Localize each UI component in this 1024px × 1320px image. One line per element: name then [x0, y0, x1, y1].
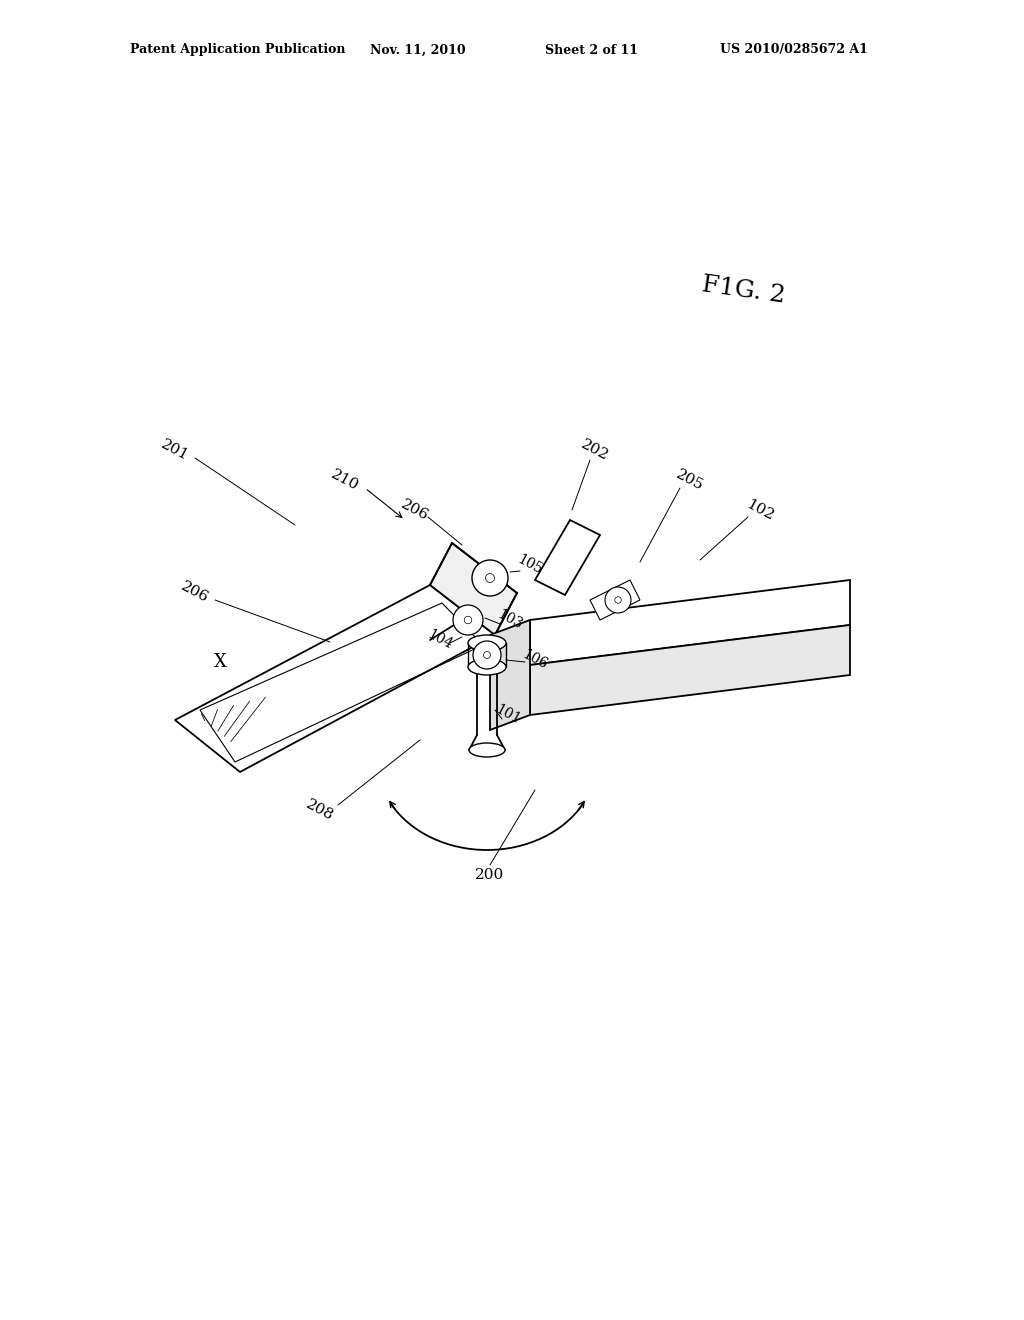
- Polygon shape: [490, 620, 530, 730]
- Ellipse shape: [468, 635, 506, 651]
- Text: 103: 103: [495, 607, 525, 632]
- Polygon shape: [530, 624, 850, 715]
- Circle shape: [473, 642, 501, 669]
- Text: X: X: [214, 653, 226, 671]
- Text: US 2010/0285672 A1: US 2010/0285672 A1: [720, 44, 868, 57]
- Text: Sheet 2 of 11: Sheet 2 of 11: [545, 44, 638, 57]
- Polygon shape: [430, 543, 517, 635]
- Text: 101: 101: [493, 702, 523, 727]
- Text: Nov. 11, 2010: Nov. 11, 2010: [370, 44, 466, 57]
- Text: 200: 200: [475, 869, 505, 882]
- Text: 210: 210: [329, 467, 361, 494]
- Text: 202: 202: [579, 437, 611, 463]
- Ellipse shape: [468, 659, 506, 675]
- Polygon shape: [590, 579, 640, 620]
- Text: 102: 102: [743, 496, 776, 523]
- Text: 208: 208: [304, 797, 336, 822]
- Polygon shape: [535, 520, 600, 595]
- Text: 205: 205: [674, 467, 707, 492]
- Text: 206: 206: [398, 496, 431, 523]
- Text: 206: 206: [179, 579, 211, 605]
- Circle shape: [605, 587, 631, 612]
- Text: 201: 201: [159, 437, 191, 463]
- Polygon shape: [175, 585, 495, 772]
- Text: 105: 105: [515, 553, 545, 577]
- Text: Patent Application Publication: Patent Application Publication: [130, 44, 345, 57]
- Text: F1G. 2: F1G. 2: [700, 273, 786, 308]
- Circle shape: [472, 560, 508, 597]
- Text: 104: 104: [425, 627, 455, 652]
- Circle shape: [453, 605, 483, 635]
- Polygon shape: [530, 579, 850, 665]
- Ellipse shape: [469, 743, 505, 756]
- Text: 106: 106: [520, 648, 550, 672]
